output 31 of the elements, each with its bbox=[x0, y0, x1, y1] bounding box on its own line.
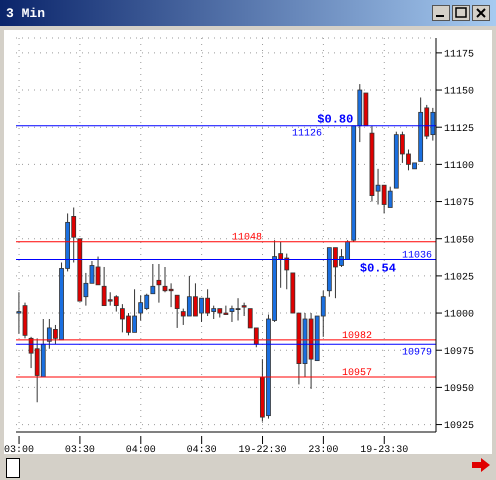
y-tick-label: 11025 bbox=[444, 272, 474, 284]
ref-line-label: 10979 bbox=[402, 347, 432, 358]
x-tick-label: 04:00 bbox=[126, 445, 156, 456]
ref-line-label: 11126 bbox=[292, 128, 322, 140]
x-tick-label: 19-22:30 bbox=[238, 445, 287, 456]
y-tick-label: 11000 bbox=[444, 310, 474, 321]
x-tick-label: 23:00 bbox=[308, 445, 338, 456]
x-tick-label: 19-23:30 bbox=[360, 445, 408, 456]
y-tick-label: 11125 bbox=[444, 124, 474, 135]
candlestick bbox=[174, 294, 180, 328]
y-tick-label: 11150 bbox=[444, 86, 474, 98]
ref-line-label: 10982 bbox=[342, 330, 372, 342]
y-tick-label: 11050 bbox=[444, 235, 474, 246]
y-tick-label: 10975 bbox=[444, 346, 474, 358]
x-tick-label: 03:00 bbox=[4, 445, 34, 456]
ref-line-label: 11048 bbox=[232, 232, 262, 244]
candlestick bbox=[156, 263, 162, 304]
ref-line-label: 10957 bbox=[342, 368, 372, 379]
x-tick-label: 04:30 bbox=[186, 445, 217, 456]
x-tick-label: 03:30 bbox=[64, 445, 95, 456]
annotation: $0.80 bbox=[317, 112, 354, 127]
y-tick-label: 11075 bbox=[444, 198, 474, 210]
annotation: $0.54 bbox=[360, 262, 396, 276]
y-tick-label: 10950 bbox=[444, 384, 474, 395]
candlestick bbox=[242, 302, 247, 317]
y-tick-label: 11175 bbox=[444, 49, 474, 60]
y-tick-label: 11100 bbox=[444, 160, 474, 172]
chart-title: 3 Min bbox=[6, 6, 46, 20]
candlestick bbox=[150, 263, 156, 294]
y-tick-label: 10925 bbox=[444, 421, 474, 432]
ref-line-label: 11036 bbox=[402, 250, 432, 262]
